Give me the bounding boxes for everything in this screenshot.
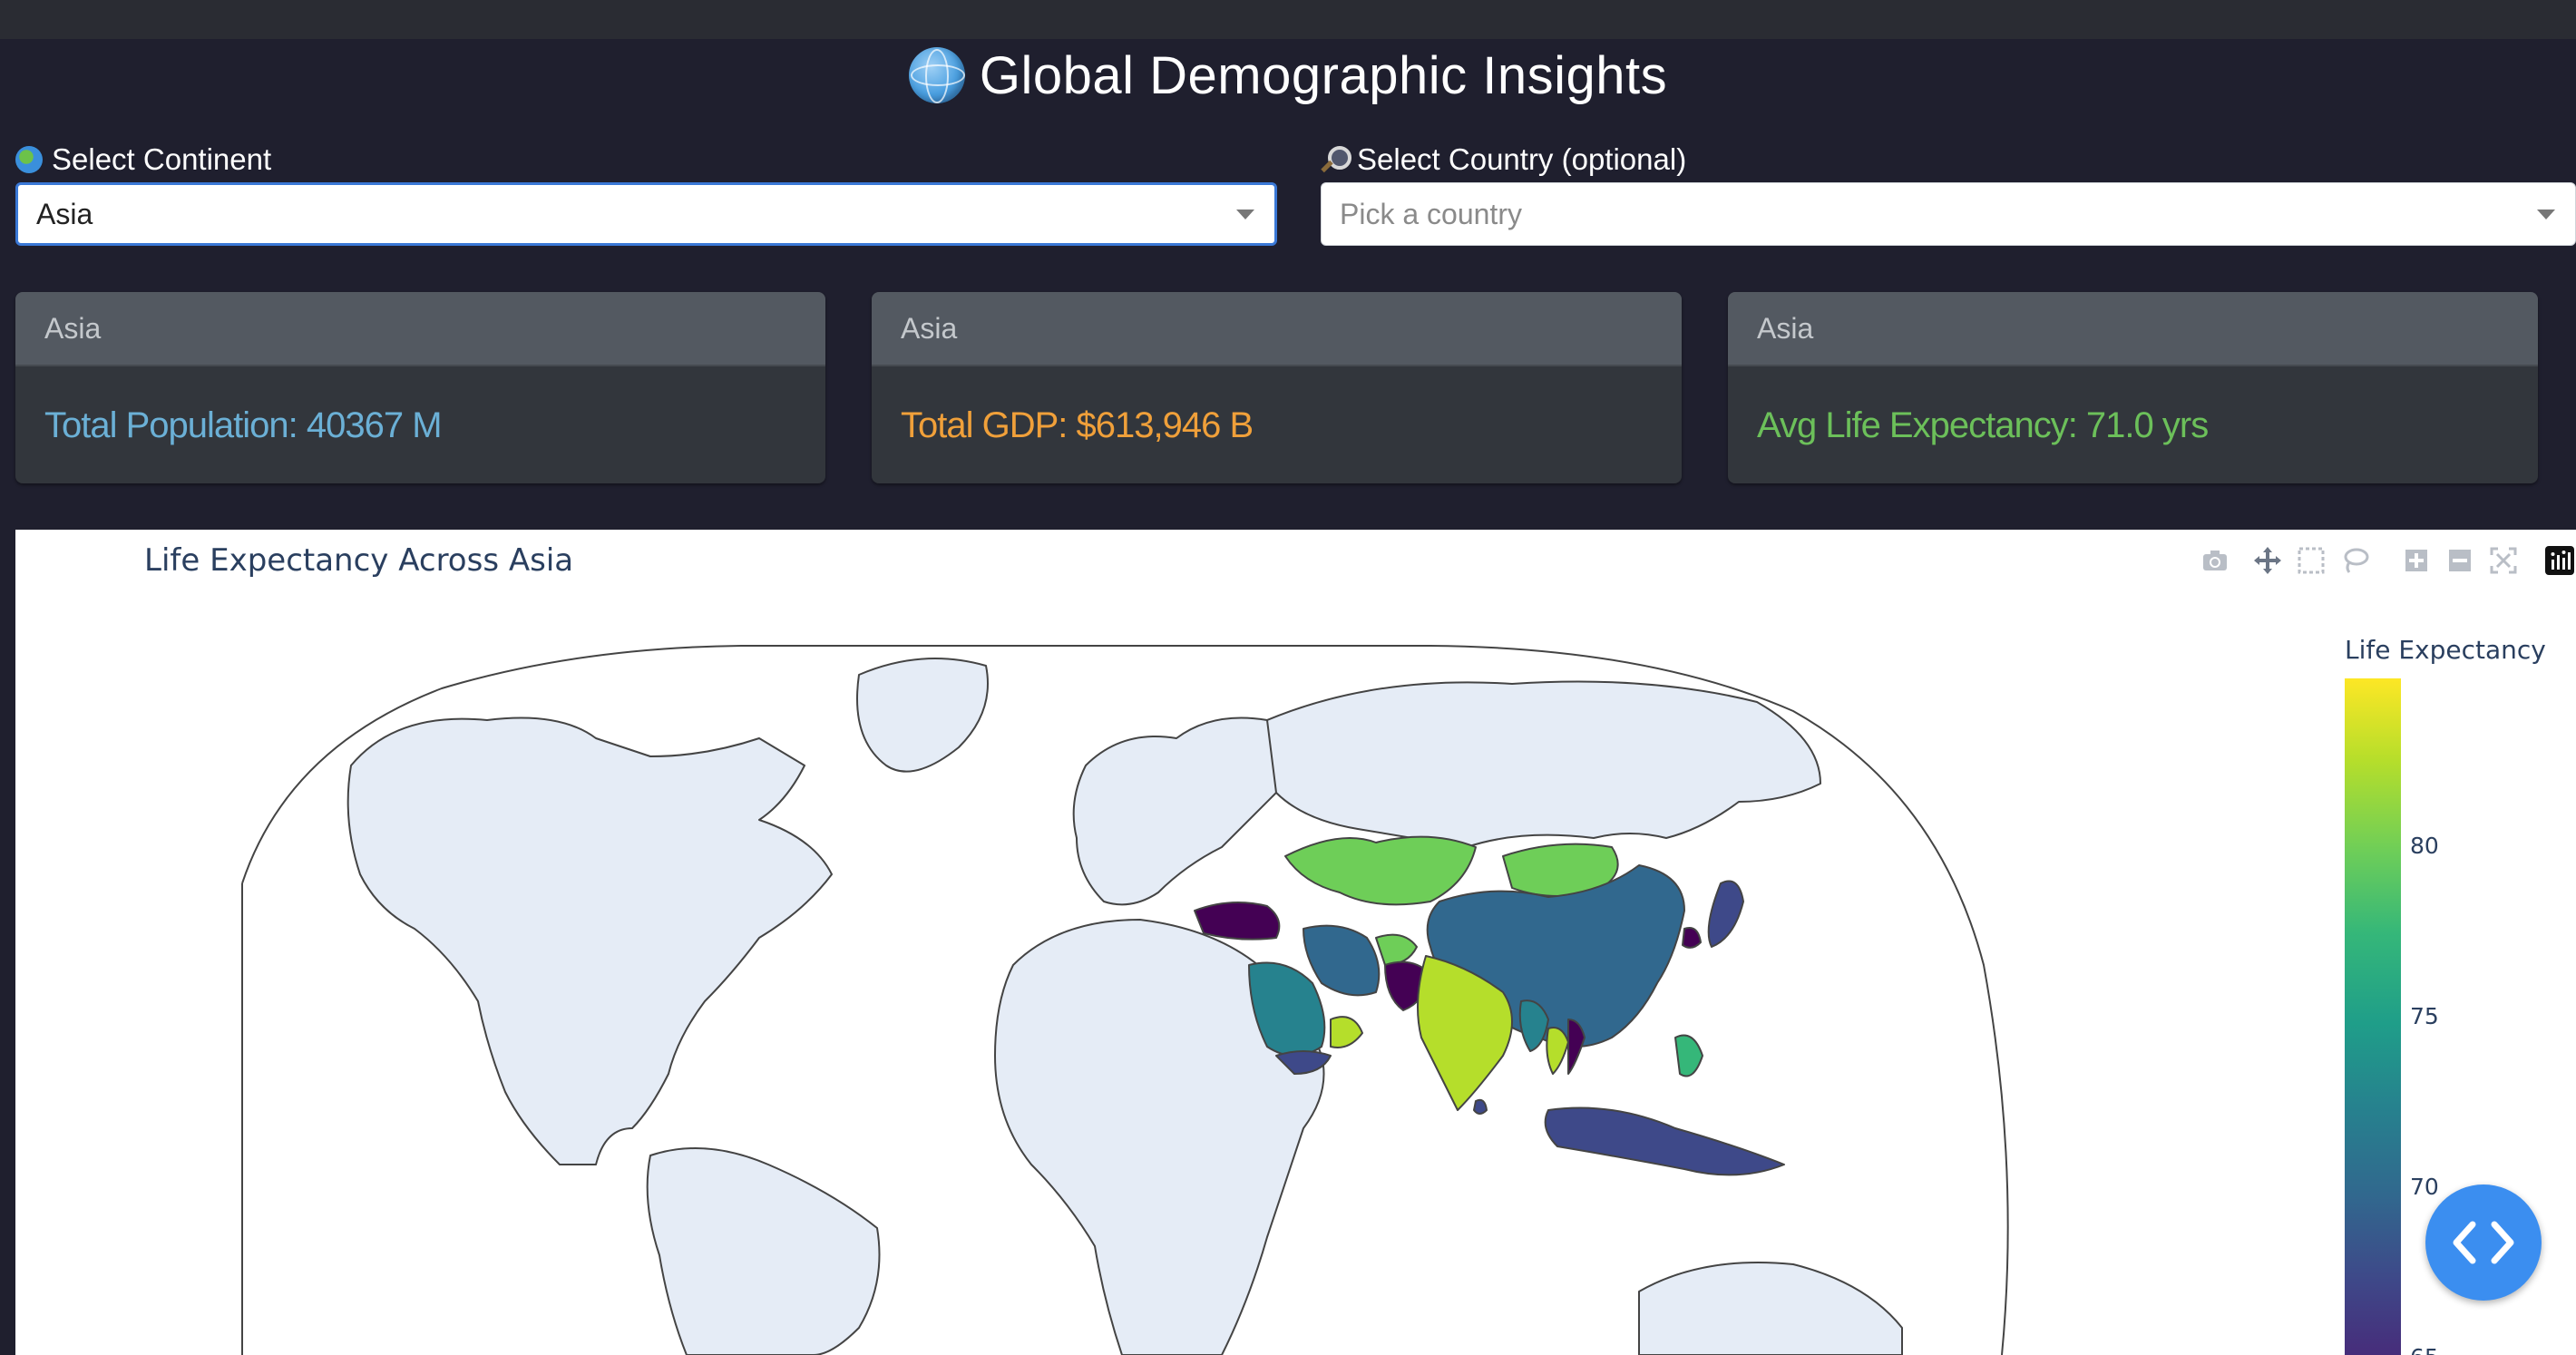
north-america xyxy=(346,716,833,1165)
modebar xyxy=(2188,542,2576,579)
page-title-text: Global Demographic Insights xyxy=(979,45,1668,105)
card-value: Avg Life Expectancy: 71.0 yrs xyxy=(1757,405,2209,445)
zoom-in-icon[interactable] xyxy=(2400,544,2433,577)
sri-lanka xyxy=(1473,1098,1488,1115)
reset-icon[interactable] xyxy=(2487,544,2520,577)
plotly-logo-icon[interactable] xyxy=(2543,544,2576,577)
life-expectancy-card: Asia Avg Life Expectancy: 71.0 yrs xyxy=(1728,292,2538,483)
yemen xyxy=(1275,1050,1332,1075)
turkey xyxy=(1194,902,1281,941)
colorbar-title: Life Expectancy xyxy=(2345,635,2546,665)
india xyxy=(1417,955,1513,1111)
choropleth-chart[interactable]: Life Expectancy Across Asia xyxy=(15,530,2576,1355)
map-outline xyxy=(241,645,2009,1355)
africa xyxy=(994,919,1325,1355)
vietnam xyxy=(1567,1019,1586,1075)
colorbar xyxy=(2345,678,2401,1355)
world-map[interactable] xyxy=(15,530,2283,1355)
gdp-card: Asia Total GDP: $613,946 B xyxy=(872,292,1682,483)
continent-select-value: Asia xyxy=(36,197,93,230)
card-header: Asia xyxy=(1728,292,2538,366)
japan xyxy=(1707,880,1744,948)
camera-icon[interactable] xyxy=(2199,544,2231,577)
chart-title: Life Expectancy Across Asia xyxy=(144,542,574,579)
iran xyxy=(1303,924,1381,997)
chevron-down-icon[interactable] xyxy=(1236,209,1254,219)
code-icon xyxy=(2453,1221,2514,1264)
globe-icon xyxy=(908,47,965,103)
country-label: Select Country (optional) xyxy=(1321,141,1686,178)
pan-icon[interactable] xyxy=(2251,544,2284,577)
card-header: Asia xyxy=(15,292,825,366)
thailand xyxy=(1546,1027,1569,1075)
zoom-out-icon[interactable] xyxy=(2444,544,2476,577)
colorbar-tick: 70 xyxy=(2410,1174,2439,1200)
afghanistan xyxy=(1375,933,1418,966)
russia xyxy=(1266,680,1821,848)
continent-select[interactable]: Asia xyxy=(15,182,1277,246)
continent-label: Select Continent xyxy=(15,141,271,178)
population-card: Asia Total Population: 40367 M xyxy=(15,292,825,483)
card-header: Asia xyxy=(872,292,1682,366)
country-label-text: Select Country (optional) xyxy=(1357,142,1687,176)
colorbar-tick: 75 xyxy=(2410,1003,2439,1029)
south-america xyxy=(646,1147,881,1355)
top-bar xyxy=(0,0,2576,39)
myanmar xyxy=(1518,999,1549,1052)
code-toggle-button[interactable] xyxy=(2425,1184,2542,1301)
chevron-down-icon[interactable] xyxy=(2537,209,2555,219)
korea xyxy=(1682,927,1702,949)
saudi-arabia xyxy=(1248,961,1326,1057)
philippines xyxy=(1674,1034,1703,1077)
page-title: Global Demographic Insights xyxy=(0,40,2576,111)
europe xyxy=(1072,716,1281,906)
australia xyxy=(1638,1262,1903,1355)
colorbar-tick: 65 xyxy=(2410,1344,2439,1355)
box-select-icon[interactable] xyxy=(2295,544,2327,577)
country-select-placeholder: Pick a country xyxy=(1340,197,1522,230)
card-value: Total GDP: $613,946 B xyxy=(901,405,1254,445)
colorbar-tick: 80 xyxy=(2410,833,2439,859)
kazakhstan xyxy=(1284,835,1477,906)
earth-icon xyxy=(15,146,43,173)
card-value: Total Population: 40367 M xyxy=(44,405,443,445)
oman xyxy=(1330,1016,1363,1048)
greenland xyxy=(856,658,989,773)
lasso-icon[interactable] xyxy=(2338,544,2371,577)
magnifier-icon xyxy=(1321,146,1351,173)
indonesia xyxy=(1544,1106,1785,1176)
continent-label-text: Select Continent xyxy=(52,142,272,176)
country-select[interactable]: Pick a country xyxy=(1321,182,2576,246)
